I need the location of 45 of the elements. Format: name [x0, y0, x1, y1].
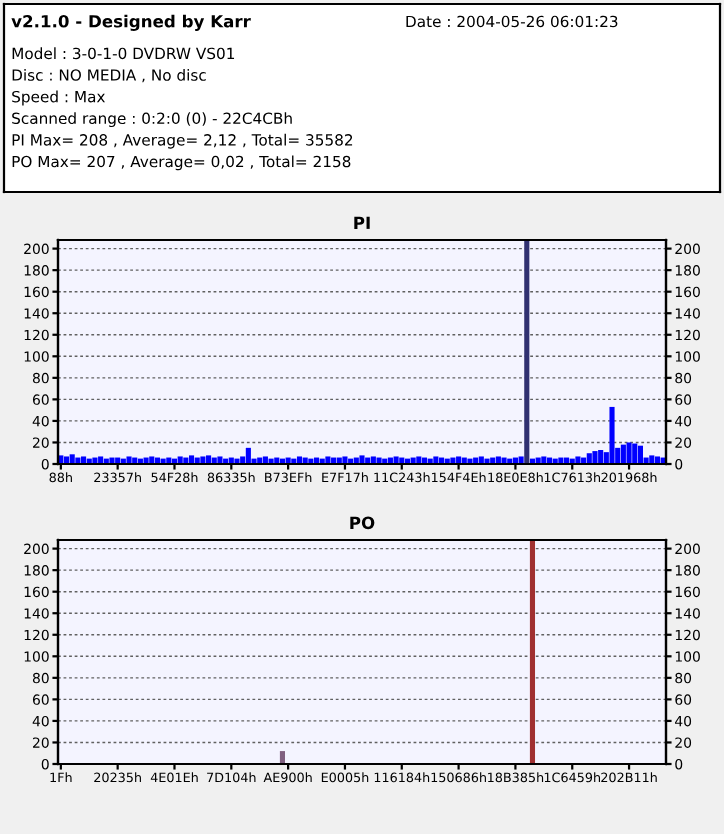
bar	[575, 456, 581, 464]
bar	[541, 456, 547, 464]
bar	[188, 455, 195, 464]
bar	[433, 456, 439, 464]
bar	[81, 456, 87, 464]
chart-title: PI	[354, 216, 370, 229]
bar	[501, 457, 507, 464]
bar	[632, 443, 638, 464]
chart-title: PO	[350, 516, 375, 530]
bar	[637, 445, 643, 464]
bar	[609, 406, 615, 464]
bar	[98, 456, 104, 464]
bar	[586, 453, 592, 464]
bar	[149, 456, 155, 464]
bar	[518, 456, 524, 464]
text: v2.1.0 - Designed by Karr	[11, 14, 251, 31]
bar	[370, 456, 376, 464]
bar	[359, 455, 365, 464]
bar	[325, 456, 331, 464]
bar	[206, 455, 212, 464]
bar	[592, 451, 598, 464]
bar	[495, 456, 501, 464]
bar	[649, 455, 655, 464]
bar	[342, 456, 348, 464]
bar	[393, 456, 399, 464]
bar	[626, 442, 632, 464]
bar	[126, 456, 132, 464]
bar	[217, 456, 223, 464]
bar	[63, 456, 70, 464]
bar	[376, 457, 382, 464]
bar	[262, 456, 268, 464]
bar	[456, 456, 462, 464]
bar	[200, 456, 206, 464]
bar	[177, 456, 183, 464]
bar	[109, 457, 115, 464]
bar	[598, 450, 604, 464]
bar	[296, 456, 303, 464]
bar	[69, 454, 75, 464]
bar	[478, 456, 484, 464]
bar	[654, 456, 661, 464]
bar	[620, 444, 626, 464]
bar	[416, 456, 422, 464]
bar	[240, 456, 246, 464]
bar	[245, 447, 251, 464]
bar	[524, 240, 530, 464]
